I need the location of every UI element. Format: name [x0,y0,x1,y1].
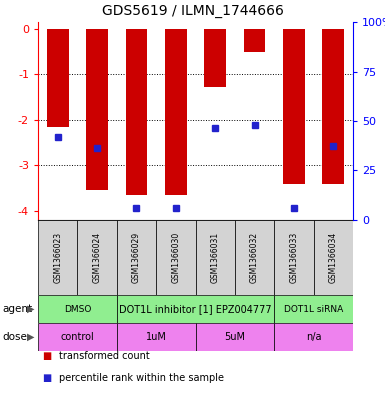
Bar [274,220,314,295]
Text: GSM1366030: GSM1366030 [171,232,180,283]
Text: GSM1366032: GSM1366032 [250,232,259,283]
Bar [77,220,117,295]
Bar [274,323,353,351]
Bar [38,220,77,295]
Text: GDS5619 / ILMN_1744666: GDS5619 / ILMN_1744666 [102,4,283,18]
Text: GSM1366023: GSM1366023 [53,232,62,283]
Bar [165,29,187,195]
Text: 5uM: 5uM [224,332,245,342]
Text: n/a: n/a [306,332,321,342]
Bar [196,323,274,351]
Text: GSM1366031: GSM1366031 [211,232,220,283]
Text: dose: dose [2,332,27,342]
Bar [38,295,117,323]
Bar [204,29,226,87]
Bar [117,220,156,295]
Text: DOT1L inhibitor [1] EPZ004777: DOT1L inhibitor [1] EPZ004777 [119,304,272,314]
Text: DMSO: DMSO [64,305,91,314]
Text: transformed count: transformed count [59,351,150,361]
Bar [47,29,69,127]
Bar [86,29,108,191]
Bar [235,220,274,295]
Text: DOT1L siRNA: DOT1L siRNA [284,305,343,314]
Text: GSM1366033: GSM1366033 [290,232,298,283]
Bar [117,323,196,351]
Text: ▶: ▶ [27,332,34,342]
Bar [117,295,274,323]
Text: percentile rank within the sample: percentile rank within the sample [59,373,224,383]
Text: 1uM: 1uM [146,332,167,342]
Bar [314,220,353,295]
Bar [196,220,235,295]
Bar [323,29,344,184]
Text: GSM1366024: GSM1366024 [92,232,102,283]
Text: GSM1366029: GSM1366029 [132,232,141,283]
Bar [38,323,117,351]
Bar [126,29,147,195]
Bar [156,220,196,295]
Text: GSM1366034: GSM1366034 [329,232,338,283]
Bar [244,29,265,51]
Bar [274,295,353,323]
Bar [283,29,305,184]
Text: agent: agent [2,304,32,314]
Text: control: control [60,332,94,342]
Text: ▶: ▶ [27,304,34,314]
Text: ■: ■ [42,373,51,383]
Text: ■: ■ [42,351,51,361]
